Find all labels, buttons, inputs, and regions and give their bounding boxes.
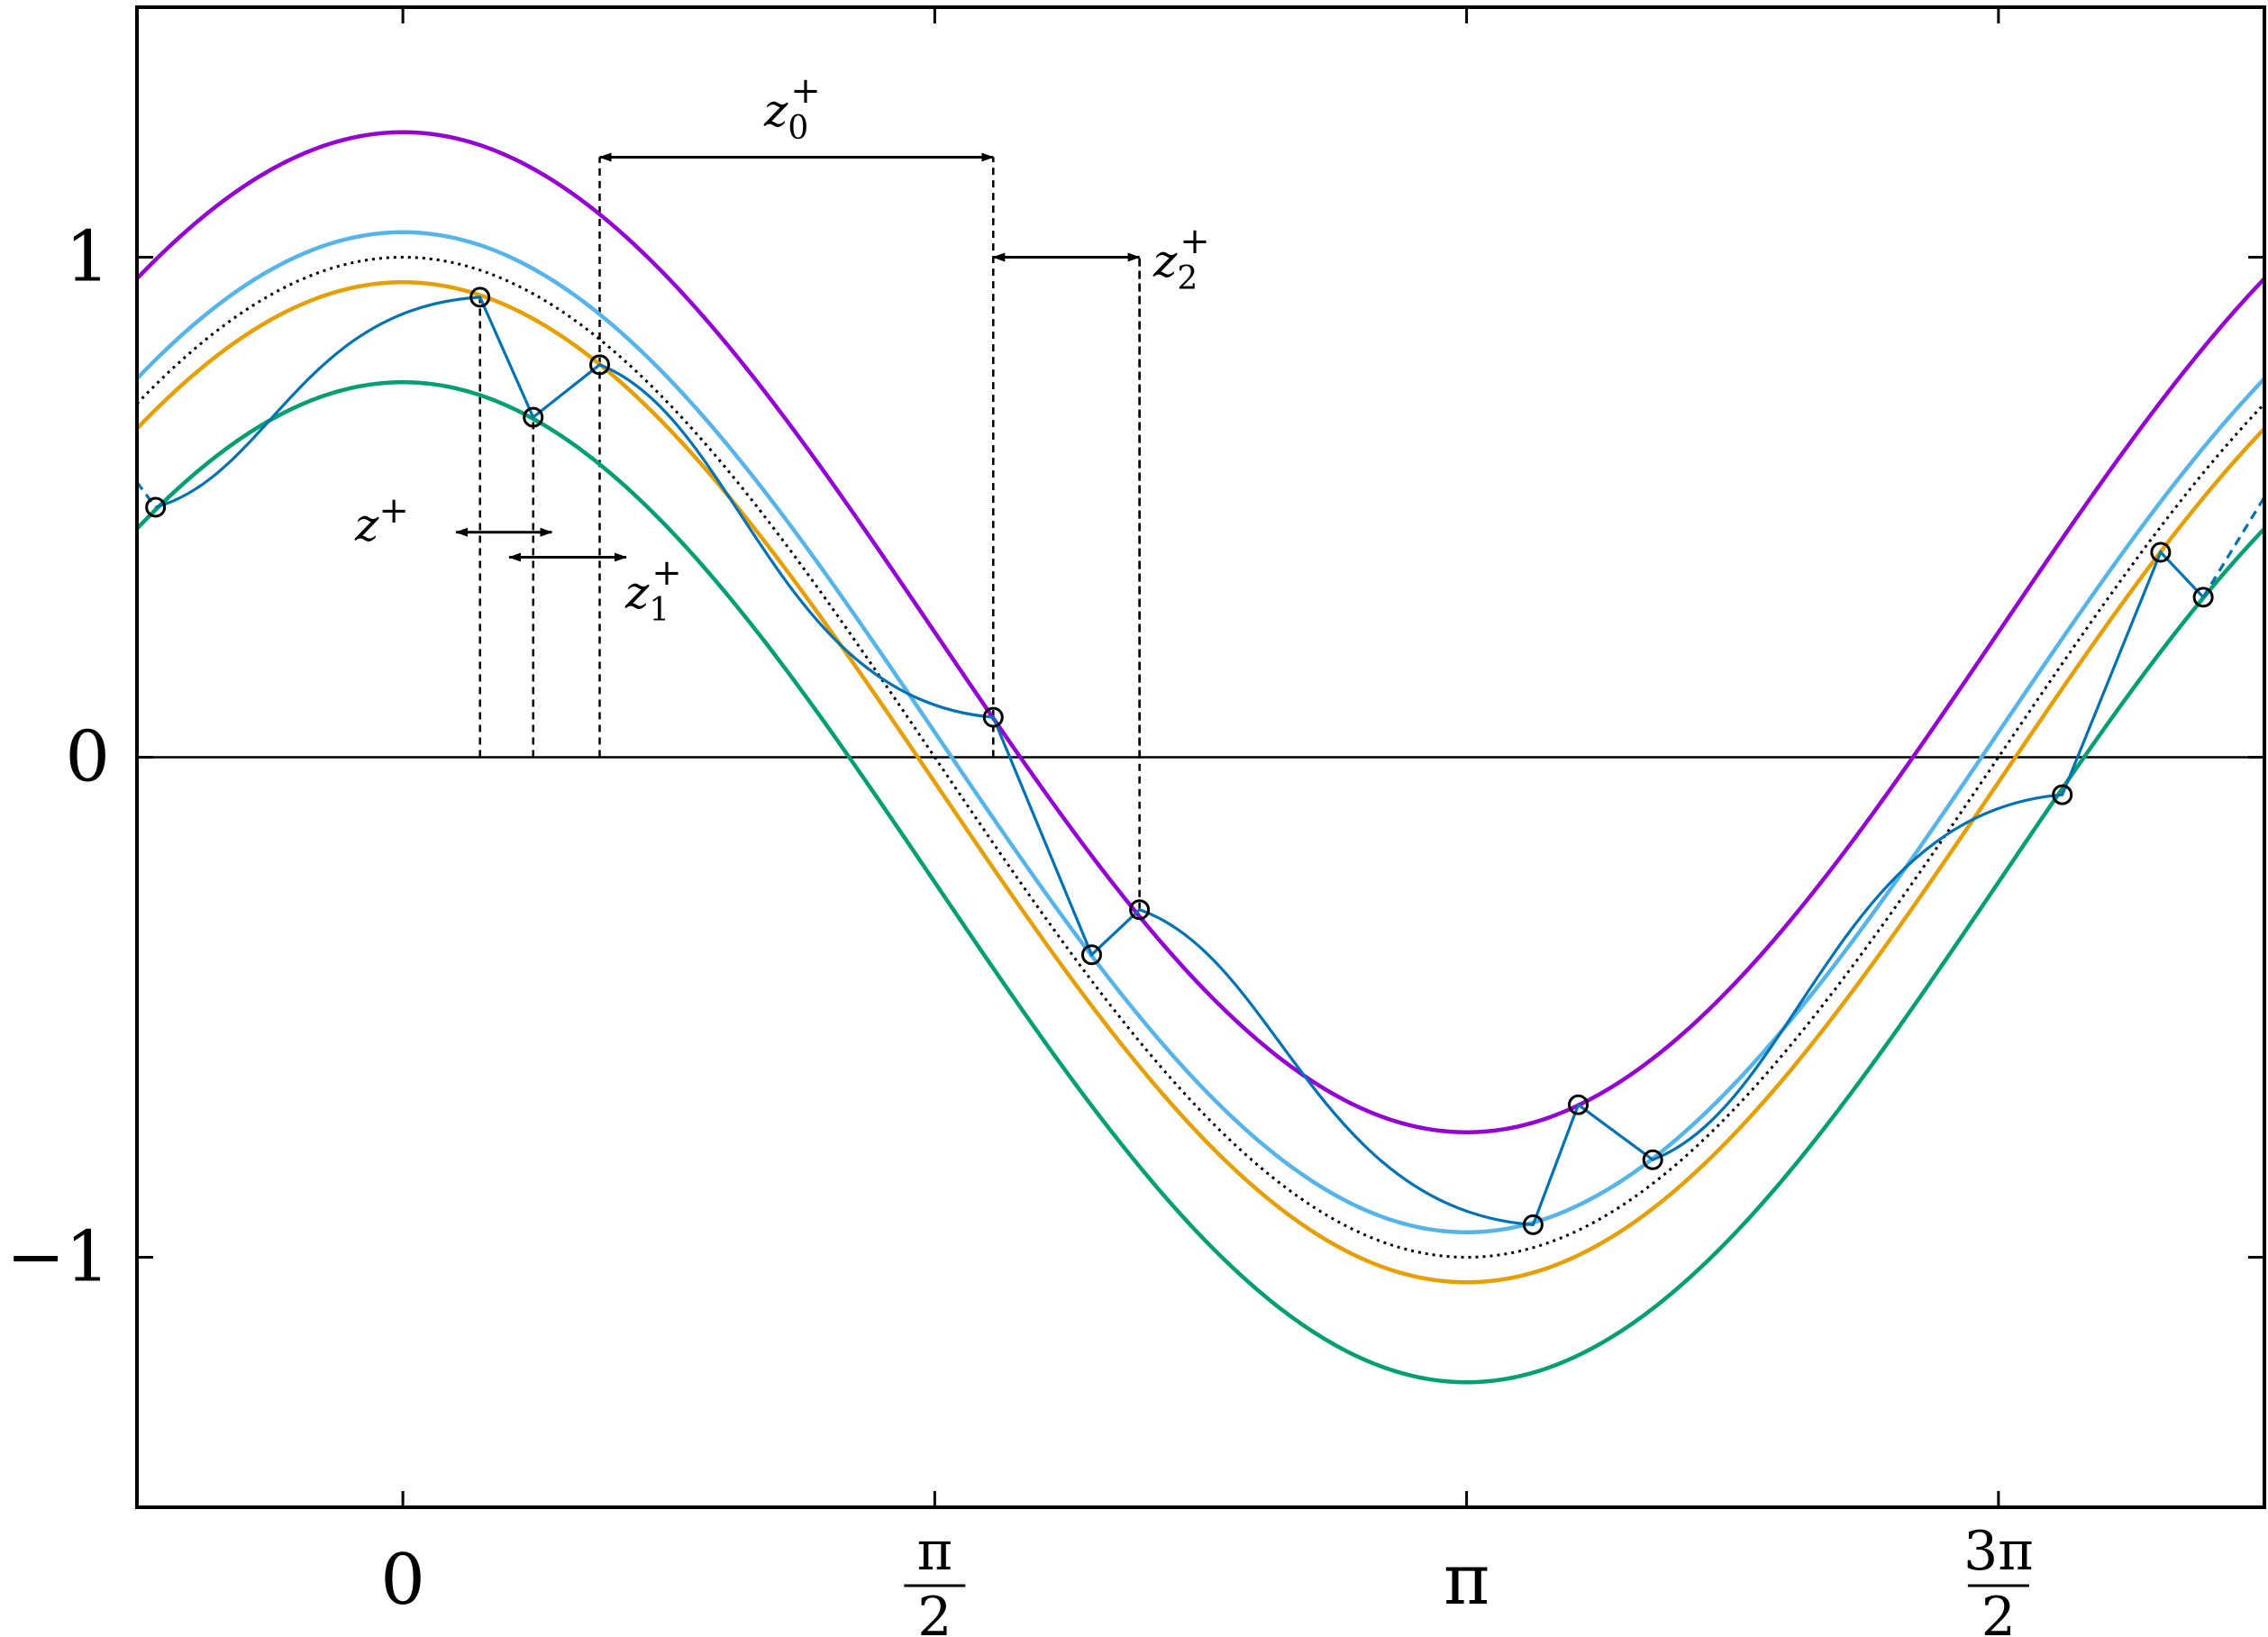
trajectory-point bbox=[1568, 1094, 1589, 1115]
x-tick-label-denominator: 2 bbox=[917, 1586, 952, 1637]
z2-plus-label: z2+ bbox=[1152, 221, 1210, 297]
trajectory-point bbox=[2150, 541, 2172, 563]
y-tick-label: 0 bbox=[65, 717, 110, 798]
x-tick-label: 0 bbox=[380, 1540, 425, 1621]
trajectory-point bbox=[1522, 1214, 1544, 1235]
annotations: z0+ z2+ z+ z1+ bbox=[354, 70, 1210, 629]
x-tick-label-numerator: 3π bbox=[1963, 1520, 2034, 1583]
series-line-4 bbox=[137, 379, 2264, 1385]
trajectory-point bbox=[589, 354, 611, 376]
trajectory-point bbox=[1080, 944, 1102, 966]
z0-plus-label: z0+ bbox=[763, 70, 821, 147]
z-plus-label: z+ bbox=[354, 490, 409, 551]
tick-marks bbox=[137, 7, 2264, 1507]
x-tick-label-denominator: 2 bbox=[1981, 1586, 2016, 1637]
trajectory-point bbox=[469, 286, 491, 308]
y-tick-label: −1 bbox=[6, 1217, 110, 1298]
x-tick-label: π bbox=[1444, 1540, 1489, 1621]
series-line-3 bbox=[137, 279, 2264, 1285]
trajectory-point bbox=[523, 406, 544, 428]
plot-frame bbox=[135, 5, 2266, 1509]
trajectory-point bbox=[1642, 1149, 1663, 1170]
trajectory-line bbox=[155, 296, 2205, 1227]
trajectory-point bbox=[982, 706, 1004, 728]
z1-plus-label: z1+ bbox=[624, 552, 682, 629]
x-tick-label-numerator: π bbox=[917, 1520, 952, 1583]
series-line-0 bbox=[137, 130, 2264, 1135]
trajectory-point bbox=[145, 496, 167, 518]
trajectory-point bbox=[2052, 784, 2073, 805]
trajectory-head bbox=[137, 481, 157, 508]
trajectory-point bbox=[2192, 587, 2214, 608]
series-line-1 bbox=[137, 230, 2264, 1235]
trajectory-tail bbox=[2201, 496, 2264, 598]
y-tick-label: 1 bbox=[65, 217, 110, 298]
trajectory-point bbox=[1129, 899, 1151, 921]
